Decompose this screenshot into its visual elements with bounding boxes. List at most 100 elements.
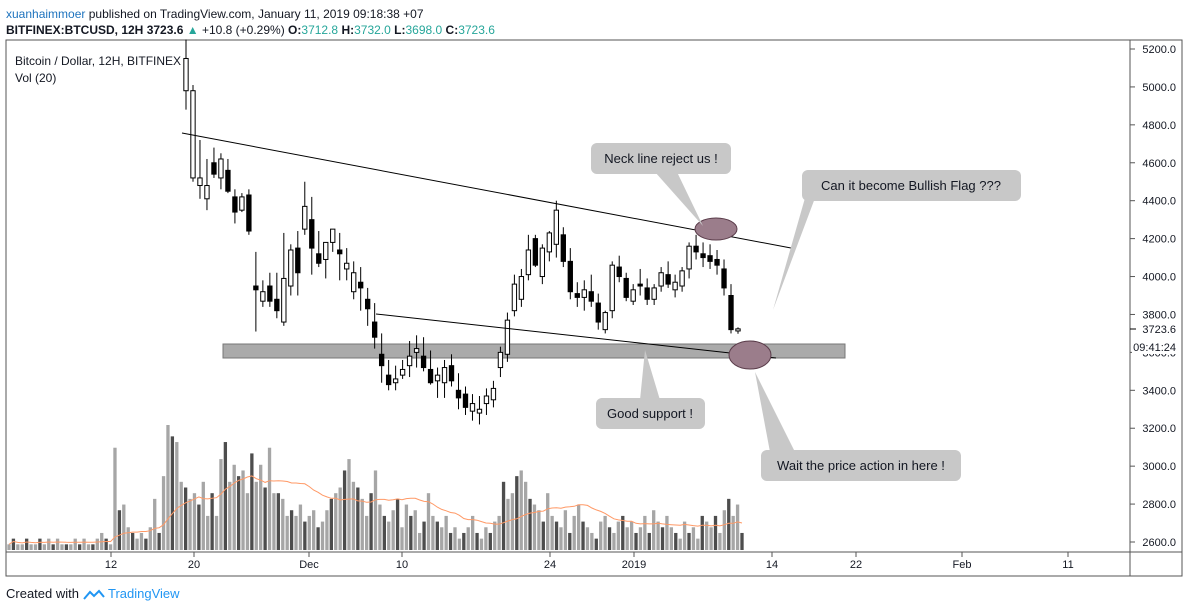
- candle: [330, 228, 336, 252]
- price-tick-label: 3800.0: [1142, 309, 1176, 321]
- chart-frame: [5, 39, 1183, 577]
- price-tick-label: 3000.0: [1142, 461, 1176, 473]
- candle: [225, 158, 231, 194]
- candle: [497, 346, 504, 378]
- volume-bar: [334, 493, 338, 550]
- volume-bar: [497, 515, 501, 550]
- callout-neckline[interactable]: Neck line reject us !: [591, 143, 731, 226]
- volume-bar: [678, 538, 682, 550]
- volume-bar: [144, 538, 148, 550]
- countdown-marker: 09:41:24: [1132, 339, 1180, 354]
- volume-bar: [303, 521, 307, 550]
- last-price-label: 3723.6: [1142, 324, 1176, 336]
- volume-ma-line: [8, 475, 743, 545]
- volume-bar: [166, 425, 170, 550]
- candle: [658, 267, 664, 292]
- volume-bar: [431, 515, 435, 550]
- volume-bar: [572, 515, 576, 550]
- volume-bar: [440, 527, 444, 550]
- volume-bar: [214, 515, 219, 550]
- time-tick-label: Dec: [299, 559, 319, 571]
- candle: [365, 287, 371, 326]
- candle: [553, 200, 559, 258]
- price-tick-label: 4400.0: [1142, 196, 1176, 208]
- volume-bar: [537, 510, 541, 550]
- volume-bar: [73, 538, 77, 550]
- candle: [679, 267, 685, 292]
- volume-bar: [289, 510, 294, 550]
- candle: [630, 284, 636, 305]
- tradingview-brand[interactable]: TradingView: [108, 586, 180, 601]
- volume-bar: [660, 527, 665, 550]
- candle: [707, 244, 713, 269]
- change-arrow-icon: ▲: [186, 23, 199, 37]
- low-label: L:: [394, 23, 406, 37]
- volume-bar: [382, 515, 386, 550]
- volume-bar: [400, 527, 404, 550]
- candle: [728, 284, 734, 334]
- volume-bar: [585, 527, 590, 550]
- candle: [427, 350, 434, 385]
- volume-bar: [373, 470, 378, 550]
- support-ellipse: [728, 340, 772, 370]
- candle: [190, 85, 196, 182]
- candle: [218, 153, 224, 190]
- callout-bullish-flag[interactable]: Can it become Bullish Flag ???: [773, 170, 1021, 310]
- volume-bar: [179, 481, 183, 550]
- time-axis[interactable]: 12 20 Dec 10 24 2019 14 22 Feb 11: [105, 552, 1074, 571]
- volume-bar: [175, 442, 179, 550]
- candle: [309, 196, 315, 275]
- volume-bar: [316, 527, 320, 550]
- volume-bar: [122, 504, 126, 550]
- price-tick-label: 4000.0: [1142, 272, 1176, 284]
- chart-legend-title: Bitcoin / Dollar, 12H, BITFINEX: [15, 54, 182, 68]
- volume-bar: [69, 544, 73, 550]
- callout-support[interactable]: Good support !: [596, 350, 705, 429]
- volume-bar: [634, 532, 638, 550]
- author-link[interactable]: xuanhaimmoer: [6, 7, 86, 21]
- neckline-ellipse: [694, 217, 738, 241]
- candle: [539, 244, 546, 285]
- volume-bar: [272, 493, 276, 550]
- candle: [260, 280, 266, 307]
- volume-bar: [108, 544, 113, 550]
- volume-bar: [188, 498, 192, 550]
- lower-trendline[interactable]: [375, 313, 777, 359]
- volume-bar: [453, 527, 457, 550]
- candle: [281, 232, 287, 326]
- price-tick-label: 4800.0: [1142, 120, 1176, 132]
- volume-bar: [329, 498, 333, 550]
- volume-bar: [117, 510, 122, 550]
- volume-bar: [705, 521, 709, 550]
- volume-bar: [325, 510, 329, 550]
- volume-bar: [223, 442, 228, 550]
- volume-bar: [29, 544, 33, 550]
- volume-bar: [210, 493, 214, 550]
- callout-wait[interactable]: Wait the price action in here !: [755, 372, 961, 481]
- volume-bar: [625, 527, 629, 550]
- candle: [574, 282, 580, 307]
- time-tick-label: 11: [1062, 559, 1073, 571]
- price-tick-label: 2800.0: [1142, 499, 1176, 511]
- candle: [686, 242, 692, 279]
- volume-bar: [219, 459, 223, 550]
- volume-bar: [616, 521, 621, 550]
- volume-bar: [42, 544, 46, 550]
- volume-bar: [568, 532, 572, 550]
- candle: [532, 234, 539, 268]
- volume-bar: [338, 487, 342, 550]
- candle: [616, 255, 622, 283]
- volume-bar: [197, 504, 201, 550]
- price-axis[interactable]: 5200.0 5000.0 4800.0 4600.0 4400.0 4200.0 4000…: [1130, 44, 1176, 549]
- volume-bar: [113, 447, 117, 550]
- candle: [406, 341, 413, 378]
- volume-bar: [232, 464, 236, 550]
- volume-bar: [201, 481, 205, 550]
- price-tick-label: 3400.0: [1142, 385, 1176, 397]
- volume-bar: [157, 532, 161, 550]
- candle: [253, 251, 259, 332]
- volume-bar: [709, 527, 713, 550]
- neckline-trendline[interactable]: [181, 132, 792, 249]
- candle: [385, 359, 392, 391]
